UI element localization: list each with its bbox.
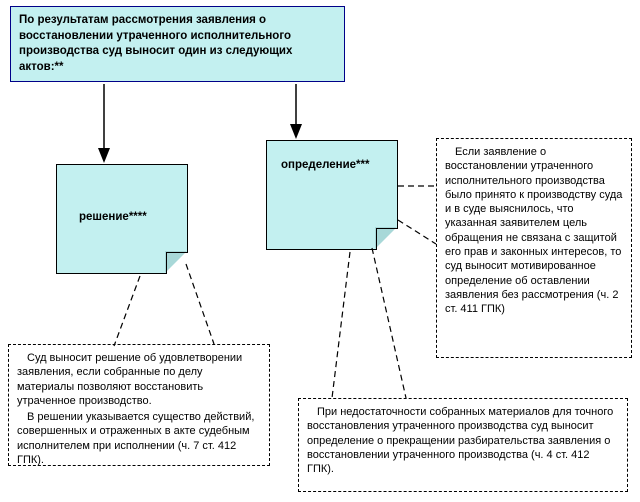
note-decision: решение**** bbox=[56, 164, 188, 274]
annotation-decision: Суд выносит решение об удовлетворении за… bbox=[8, 344, 270, 466]
note-fold-line bbox=[166, 252, 188, 274]
annotation-ruling-top-p1: Если заявление о восстановлении утраченн… bbox=[445, 145, 623, 317]
annotation-decision-p1: Суд выносит решение об удовлетворении за… bbox=[17, 351, 261, 408]
annotation-ruling-bottom: При недостаточности собранных материалов… bbox=[298, 398, 628, 492]
header-text: По результатам рассмотрения заявления о … bbox=[19, 14, 292, 73]
header-box: По результатам рассмотрения заявления о … bbox=[10, 6, 345, 82]
note-fold-line bbox=[376, 228, 398, 250]
annotation-ruling-top: Если заявление о восстановлении утраченн… bbox=[436, 138, 632, 358]
note-decision-label: решение**** bbox=[79, 211, 147, 223]
annotation-decision-p2: В решении указывается существо действий,… bbox=[17, 410, 261, 467]
note-ruling: определение*** bbox=[266, 140, 398, 250]
annotation-ruling-bottom-p1: При недостаточности собранных материалов… bbox=[307, 405, 619, 476]
note-ruling-label: определение*** bbox=[281, 159, 369, 171]
